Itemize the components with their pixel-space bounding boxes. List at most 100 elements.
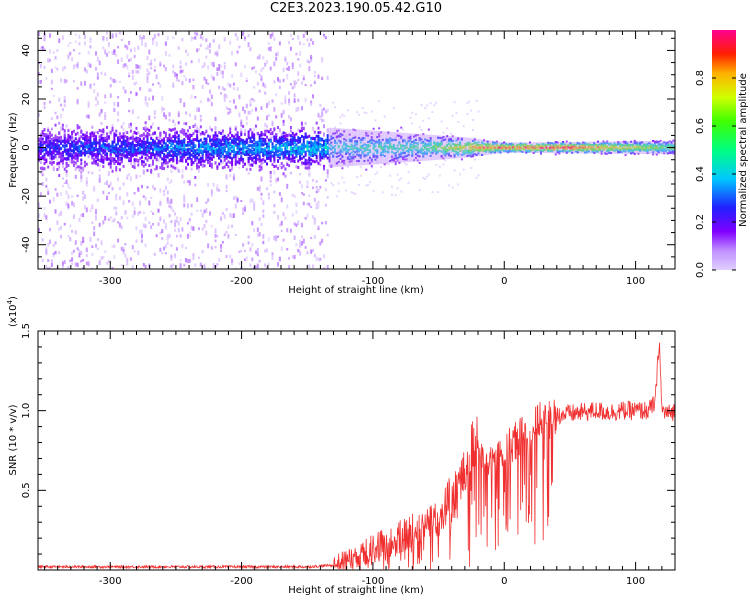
heatmap-cell — [196, 126, 199, 131]
heatmap-cell — [343, 181, 346, 184]
heatmap-cell — [207, 143, 210, 147]
heatmap-cell — [47, 132, 50, 137]
heatmap-cell — [140, 229, 143, 235]
heatmap-cell — [150, 156, 153, 160]
heatmap-cell — [172, 119, 175, 124]
heatmap-cell — [299, 173, 302, 176]
heatmap-cell — [422, 145, 425, 148]
heatmap-cell — [43, 105, 46, 110]
heatmap-cell — [341, 145, 344, 148]
heatmap-cell — [164, 114, 167, 120]
heatmap-cell — [181, 37, 184, 42]
heatmap-cell — [243, 129, 246, 134]
heatmap-cell — [350, 151, 353, 154]
heatmap-cell — [58, 163, 61, 169]
heatmap-cell — [288, 40, 291, 45]
heatmap-cell — [280, 166, 283, 170]
heatmap-cell — [449, 140, 452, 143]
heatmap-cell — [264, 91, 267, 95]
heatmap-cell — [96, 72, 99, 78]
heatmap-cell — [341, 167, 344, 170]
heatmap-cell — [209, 141, 212, 145]
heatmap-cell — [291, 141, 294, 145]
heatmap-cell — [457, 183, 460, 186]
heatmap-cell — [194, 183, 197, 187]
heatmap-cell — [306, 159, 309, 163]
heatmap-cell — [196, 209, 199, 212]
heatmap-cell — [512, 149, 515, 152]
heatmap-cell — [194, 115, 197, 120]
heatmap-cell — [47, 191, 50, 195]
heatmap-cell — [313, 81, 316, 84]
heatmap-cell — [166, 190, 169, 195]
heatmap-cell — [82, 240, 85, 244]
heatmap-cell — [131, 149, 134, 153]
heatmap-cell — [251, 242, 254, 247]
heatmap-cell — [159, 150, 162, 154]
heatmap-cell — [334, 141, 337, 144]
heatmap-cell — [477, 174, 480, 177]
heatmap-cell — [440, 140, 443, 143]
heatmap-cell — [89, 141, 92, 145]
heatmap-cell — [339, 135, 342, 138]
heatmap-cell — [400, 151, 403, 154]
heatmap-cell — [39, 64, 42, 67]
heatmap-cell — [223, 93, 226, 98]
heatmap-cell — [117, 142, 120, 146]
heatmap-cell — [174, 72, 177, 78]
heatmap-cell — [510, 142, 513, 145]
heatmap-cell — [245, 256, 248, 261]
heatmap-cell — [510, 147, 513, 150]
heatmap-cell — [350, 157, 353, 160]
heatmap-cell — [308, 42, 311, 47]
heatmap-cell — [484, 146, 487, 149]
heatmap-cell — [82, 191, 85, 194]
heatmap-cell — [497, 141, 500, 154]
heatmap-cell — [74, 230, 77, 235]
heatmap-cell — [337, 155, 340, 158]
heatmap-cell — [144, 243, 147, 247]
heatmap-cell — [367, 153, 370, 156]
heatmap-cell — [275, 236, 278, 241]
heatmap-cell — [380, 131, 383, 134]
heatmap-cell — [269, 46, 272, 49]
heatmap-cell — [63, 138, 66, 142]
heatmap-cell — [273, 138, 276, 142]
heatmap-cell — [214, 126, 217, 131]
heatmap-cell — [326, 146, 329, 150]
heatmap-cell — [304, 121, 307, 125]
heatmap-cell — [425, 134, 428, 161]
heatmap-cell — [446, 144, 449, 147]
heatmap-cell — [133, 143, 136, 147]
heatmap-cell — [85, 114, 88, 119]
heatmap-cell — [129, 122, 132, 126]
heatmap-cell — [181, 128, 184, 132]
heatmap-cell — [227, 146, 230, 150]
heatmap-cell — [95, 243, 98, 248]
heatmap-cell — [470, 145, 473, 148]
heatmap-cell — [300, 161, 303, 165]
heatmap-cell — [131, 69, 134, 74]
heatmap-cell — [253, 204, 256, 208]
heatmap-cell — [324, 152, 327, 156]
heatmap-cell — [444, 159, 447, 162]
heatmap-cell — [271, 142, 274, 146]
heatmap-cell — [210, 142, 213, 146]
heatmap-cell — [209, 139, 212, 143]
heatmap-cell — [197, 58, 200, 63]
heatmap-cell — [120, 246, 123, 251]
heatmap-cell — [418, 155, 421, 158]
heatmap-cell — [245, 138, 248, 142]
heatmap-cell — [172, 146, 175, 150]
heatmap-cell — [117, 137, 120, 141]
heatmap-cell — [385, 131, 388, 164]
heatmap-cell — [61, 161, 64, 165]
heatmap-cell — [282, 119, 285, 123]
heatmap-cell — [197, 160, 200, 164]
heatmap-cell — [71, 262, 74, 265]
heatmap-cell — [78, 217, 81, 222]
heatmap-cell — [249, 136, 252, 140]
heatmap-cell — [477, 152, 480, 155]
heatmap-cell — [315, 141, 318, 145]
heatmap-cell — [505, 147, 508, 150]
